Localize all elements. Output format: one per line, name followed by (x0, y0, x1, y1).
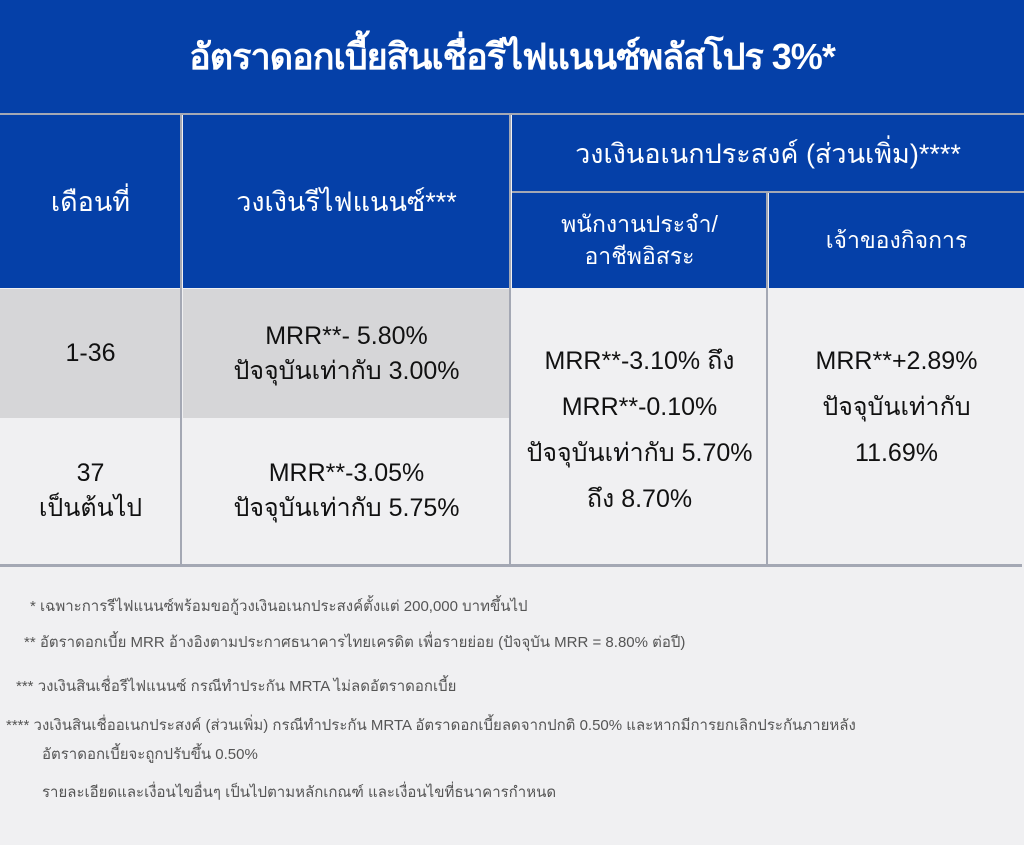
page-title: อัตราดอกเบี้ยสินเชื่อรีไฟแนนซ์พลัสโปร 3%… (189, 36, 836, 77)
footnote-mark: **** (6, 717, 30, 734)
footnote-2: ** อัตราดอกเบี้ย MRR อ้างอิงตามประกาศธนา… (24, 630, 685, 654)
table-row-2-month: 37 เป็นต้นไป (0, 418, 181, 564)
grid-line (0, 113, 1024, 115)
rate-line: MRR**+2.89% (815, 347, 978, 375)
footnote-mark: ** (24, 634, 36, 651)
rate-line: MRR**-0.10% (561, 393, 718, 421)
grid-line (512, 191, 1024, 193)
header-month-label: เดือนที่ (50, 187, 131, 217)
footnote-3: *** วงเงินสินเชื่อรีไฟแนนซ์ กรณีทำประกัน… (16, 674, 456, 698)
grid-line (0, 564, 1022, 567)
footnote-text: อัตราดอกเบี้ย MRR อ้างอิงตามประกาศธนาคาร… (39, 634, 686, 651)
rate-formula: MRR**-3.05% (268, 459, 425, 487)
footnote-1: * เฉพาะการรีไฟแนนซ์พร้อมขอกู้วงเงินอเนกป… (30, 594, 528, 618)
rate-line: ปัจจุบันเท่ากับ (822, 393, 971, 421)
footnote-4: **** วงเงินสินเชื่ออเนกประสงค์ (ส่วนเพิ่… (6, 713, 856, 737)
grid-line (766, 191, 768, 565)
footnote-mark: * (30, 598, 36, 615)
table-row-2-refinance: MRR**-3.05% ปัจจุบันเท่ากับ 5.75% (183, 418, 510, 564)
grid-line (180, 113, 182, 565)
month-range: 1-36 (65, 339, 116, 367)
multipurpose-business-owner-rate: MRR**+2.89% ปัจจุบันเท่ากับ 11.69% (769, 289, 1024, 564)
header-multipurpose-label: วงเงินอเนกประสงค์ (ส่วนเพิ่ม)**** (575, 138, 961, 169)
header-business-owner-label: เจ้าของกิจการ (825, 226, 968, 253)
header-business-owner: เจ้าของกิจการ (769, 193, 1024, 288)
month-range: 37 (76, 459, 105, 487)
footnote-5: รายละเอียดและเงื่อนไขอื่นๆ เป็นไปตามหลัก… (42, 780, 556, 804)
table-row-1-month: 1-36 (0, 289, 181, 418)
rate-line: ถึง 8.70% (586, 485, 693, 513)
header-employee: พนักงานประจำ/ อาชีพอิสระ (512, 193, 767, 288)
header-employee-line: อาชีพอิสระ (584, 242, 695, 269)
table-row-1-refinance: MRR**- 5.80% ปัจจุบันเท่ากับ 3.00% (183, 289, 510, 418)
rate-current: ปัจจุบันเท่ากับ 5.75% (233, 494, 460, 522)
footnote-text: วงเงินสินเชื่อรีไฟแนนซ์ กรณีทำประกัน MRT… (37, 678, 457, 695)
grid-line (509, 113, 511, 565)
header-refinance-label: วงเงินรีไฟแนนซ์*** (236, 187, 457, 217)
rate-formula: MRR**- 5.80% (265, 321, 428, 350)
footnote-mark: *** (16, 678, 34, 695)
footnote-text: รายละเอียดและเงื่อนไขอื่นๆ เป็นไปตามหลัก… (42, 784, 557, 801)
month-range: เป็นต้นไป (38, 494, 143, 522)
header-refinance: วงเงินรีไฟแนนซ์*** (183, 115, 510, 288)
header-month: เดือนที่ (0, 115, 181, 288)
rate-current: ปัจจุบันเท่ากับ 3.00% (233, 356, 460, 385)
footnote-text: อัตราดอกเบี้ยจะถูกปรับขึ้น 0.50% (42, 746, 258, 763)
footnote-4-continued: อัตราดอกเบี้ยจะถูกปรับขึ้น 0.50% (42, 742, 258, 766)
rate-line: ปัจจุบันเท่ากับ 5.70% (526, 439, 753, 467)
footnote-text: วงเงินสินเชื่ออเนกประสงค์ (ส่วนเพิ่ม) กร… (33, 717, 856, 734)
header-multipurpose: วงเงินอเนกประสงค์ (ส่วนเพิ่ม)**** (512, 115, 1024, 191)
rate-line: 11.69% (855, 439, 938, 467)
rate-line: MRR**-3.10% ถึง (544, 347, 735, 375)
title-banner: อัตราดอกเบี้ยสินเชื่อรีไฟแนนซ์พลัสโปร 3%… (0, 0, 1024, 113)
header-employee-line: พนักงานประจำ/ (561, 211, 718, 238)
footnote-text: เฉพาะการรีไฟแนนซ์พร้อมขอกู้วงเงินอเนกประ… (40, 598, 528, 615)
multipurpose-employee-rate: MRR**-3.10% ถึง MRR**-0.10% ปัจจุบันเท่า… (512, 289, 767, 564)
